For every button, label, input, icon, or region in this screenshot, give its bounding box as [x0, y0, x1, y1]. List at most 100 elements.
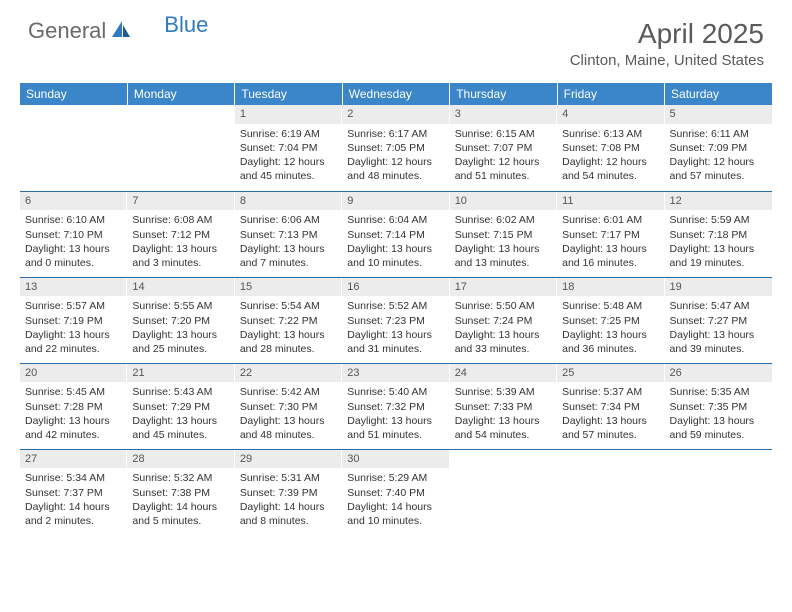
day-number: 8 — [235, 192, 342, 211]
header: General Blue April 2025 Clinton, Maine, … — [0, 0, 792, 75]
logo-text-blue: Blue — [164, 12, 208, 38]
day-content: Sunrise: 5:50 AMSunset: 7:24 PMDaylight:… — [450, 296, 557, 360]
day-content: Sunrise: 5:57 AMSunset: 7:19 PMDaylight:… — [20, 296, 127, 360]
calendar-cell: 12Sunrise: 5:59 AMSunset: 7:18 PMDayligh… — [665, 191, 772, 277]
day-number: 9 — [342, 192, 449, 211]
calendar-row: 20Sunrise: 5:45 AMSunset: 7:28 PMDayligh… — [20, 363, 772, 449]
day-number: 30 — [342, 450, 449, 469]
day-number: 18 — [557, 278, 664, 297]
day-number: 25 — [557, 364, 664, 383]
day-content: Sunrise: 5:31 AMSunset: 7:39 PMDaylight:… — [235, 468, 342, 532]
weekday-header: Friday — [557, 83, 664, 105]
day-content: Sunrise: 6:19 AMSunset: 7:04 PMDaylight:… — [235, 124, 342, 188]
day-number: 12 — [665, 192, 772, 211]
calendar-cell: 9Sunrise: 6:04 AMSunset: 7:14 PMDaylight… — [342, 191, 449, 277]
day-content: Sunrise: 6:13 AMSunset: 7:08 PMDaylight:… — [557, 124, 664, 188]
day-content: Sunrise: 5:29 AMSunset: 7:40 PMDaylight:… — [342, 468, 449, 532]
location: Clinton, Maine, United States — [570, 52, 764, 69]
day-content: Sunrise: 6:15 AMSunset: 7:07 PMDaylight:… — [450, 124, 557, 188]
calendar-cell: 13Sunrise: 5:57 AMSunset: 7:19 PMDayligh… — [20, 277, 127, 363]
calendar-cell: 5Sunrise: 6:11 AMSunset: 7:09 PMDaylight… — [665, 105, 772, 191]
day-number: 16 — [342, 278, 449, 297]
day-number: 15 — [235, 278, 342, 297]
calendar-cell: 28Sunrise: 5:32 AMSunset: 7:38 PMDayligh… — [127, 449, 234, 535]
calendar-cell: 18Sunrise: 5:48 AMSunset: 7:25 PMDayligh… — [557, 277, 664, 363]
day-number: 6 — [20, 192, 127, 211]
day-content: Sunrise: 5:43 AMSunset: 7:29 PMDaylight:… — [127, 382, 234, 446]
day-number: 17 — [450, 278, 557, 297]
day-content: Sunrise: 5:35 AMSunset: 7:35 PMDaylight:… — [665, 382, 772, 446]
calendar-cell: 15Sunrise: 5:54 AMSunset: 7:22 PMDayligh… — [235, 277, 342, 363]
day-content: Sunrise: 5:37 AMSunset: 7:34 PMDaylight:… — [557, 382, 664, 446]
day-content: Sunrise: 6:06 AMSunset: 7:13 PMDaylight:… — [235, 210, 342, 274]
calendar-cell: 21Sunrise: 5:43 AMSunset: 7:29 PMDayligh… — [127, 363, 234, 449]
calendar-cell: 4Sunrise: 6:13 AMSunset: 7:08 PMDaylight… — [557, 105, 664, 191]
day-number: 1 — [235, 105, 342, 124]
day-number: 4 — [557, 105, 664, 124]
day-number: 14 — [127, 278, 234, 297]
calendar-cell: 26Sunrise: 5:35 AMSunset: 7:35 PMDayligh… — [665, 363, 772, 449]
calendar-cell: 14Sunrise: 5:55 AMSunset: 7:20 PMDayligh… — [127, 277, 234, 363]
day-number: 13 — [20, 278, 127, 297]
day-number: 20 — [20, 364, 127, 383]
logo: General Blue — [28, 18, 208, 44]
calendar-cell: 29Sunrise: 5:31 AMSunset: 7:39 PMDayligh… — [235, 449, 342, 535]
calendar-cell: 8Sunrise: 6:06 AMSunset: 7:13 PMDaylight… — [235, 191, 342, 277]
calendar-cell — [20, 105, 127, 191]
day-content: Sunrise: 6:11 AMSunset: 7:09 PMDaylight:… — [665, 124, 772, 188]
calendar-cell: 25Sunrise: 5:37 AMSunset: 7:34 PMDayligh… — [557, 363, 664, 449]
weekday-header: Tuesday — [235, 83, 342, 105]
calendar-table: SundayMondayTuesdayWednesdayThursdayFrid… — [20, 83, 772, 535]
day-content: Sunrise: 6:10 AMSunset: 7:10 PMDaylight:… — [20, 210, 127, 274]
day-number: 26 — [665, 364, 772, 383]
day-content: Sunrise: 6:04 AMSunset: 7:14 PMDaylight:… — [342, 210, 449, 274]
day-number: 28 — [127, 450, 234, 469]
calendar-cell: 7Sunrise: 6:08 AMSunset: 7:12 PMDaylight… — [127, 191, 234, 277]
calendar-cell: 10Sunrise: 6:02 AMSunset: 7:15 PMDayligh… — [450, 191, 557, 277]
calendar-cell — [127, 105, 234, 191]
month-title: April 2025 — [570, 18, 764, 50]
day-content: Sunrise: 6:08 AMSunset: 7:12 PMDaylight:… — [127, 210, 234, 274]
logo-sail-icon — [110, 19, 132, 44]
calendar-cell: 6Sunrise: 6:10 AMSunset: 7:10 PMDaylight… — [20, 191, 127, 277]
day-number: 7 — [127, 192, 234, 211]
calendar-cell: 24Sunrise: 5:39 AMSunset: 7:33 PMDayligh… — [450, 363, 557, 449]
day-content: Sunrise: 5:40 AMSunset: 7:32 PMDaylight:… — [342, 382, 449, 446]
day-content: Sunrise: 5:42 AMSunset: 7:30 PMDaylight:… — [235, 382, 342, 446]
day-number: 21 — [127, 364, 234, 383]
day-content: Sunrise: 5:45 AMSunset: 7:28 PMDaylight:… — [20, 382, 127, 446]
day-number: 19 — [665, 278, 772, 297]
calendar-cell: 17Sunrise: 5:50 AMSunset: 7:24 PMDayligh… — [450, 277, 557, 363]
day-content: Sunrise: 5:39 AMSunset: 7:33 PMDaylight:… — [450, 382, 557, 446]
day-content: Sunrise: 5:55 AMSunset: 7:20 PMDaylight:… — [127, 296, 234, 360]
day-content: Sunrise: 6:17 AMSunset: 7:05 PMDaylight:… — [342, 124, 449, 188]
day-content: Sunrise: 5:48 AMSunset: 7:25 PMDaylight:… — [557, 296, 664, 360]
calendar-cell: 22Sunrise: 5:42 AMSunset: 7:30 PMDayligh… — [235, 363, 342, 449]
day-number: 22 — [235, 364, 342, 383]
weekday-header: Monday — [127, 83, 234, 105]
calendar-body: 1Sunrise: 6:19 AMSunset: 7:04 PMDaylight… — [20, 105, 772, 535]
day-content: Sunrise: 5:59 AMSunset: 7:18 PMDaylight:… — [665, 210, 772, 274]
calendar-cell: 20Sunrise: 5:45 AMSunset: 7:28 PMDayligh… — [20, 363, 127, 449]
day-number: 11 — [557, 192, 664, 211]
weekday-header: Wednesday — [342, 83, 449, 105]
day-content: Sunrise: 5:52 AMSunset: 7:23 PMDaylight:… — [342, 296, 449, 360]
title-block: April 2025 Clinton, Maine, United States — [570, 18, 764, 69]
calendar-cell: 27Sunrise: 5:34 AMSunset: 7:37 PMDayligh… — [20, 449, 127, 535]
day-number: 23 — [342, 364, 449, 383]
calendar-cell: 3Sunrise: 6:15 AMSunset: 7:07 PMDaylight… — [450, 105, 557, 191]
calendar-row: 1Sunrise: 6:19 AMSunset: 7:04 PMDaylight… — [20, 105, 772, 191]
calendar-cell: 30Sunrise: 5:29 AMSunset: 7:40 PMDayligh… — [342, 449, 449, 535]
day-content: Sunrise: 5:54 AMSunset: 7:22 PMDaylight:… — [235, 296, 342, 360]
calendar-cell: 1Sunrise: 6:19 AMSunset: 7:04 PMDaylight… — [235, 105, 342, 191]
calendar-cell: 19Sunrise: 5:47 AMSunset: 7:27 PMDayligh… — [665, 277, 772, 363]
day-number: 3 — [450, 105, 557, 124]
calendar-cell — [450, 449, 557, 535]
day-number: 29 — [235, 450, 342, 469]
calendar-cell: 2Sunrise: 6:17 AMSunset: 7:05 PMDaylight… — [342, 105, 449, 191]
day-number: 10 — [450, 192, 557, 211]
calendar-row: 6Sunrise: 6:10 AMSunset: 7:10 PMDaylight… — [20, 191, 772, 277]
logo-text-general: General — [28, 18, 106, 44]
weekday-header: Saturday — [665, 83, 772, 105]
weekday-header-row: SundayMondayTuesdayWednesdayThursdayFrid… — [20, 83, 772, 105]
